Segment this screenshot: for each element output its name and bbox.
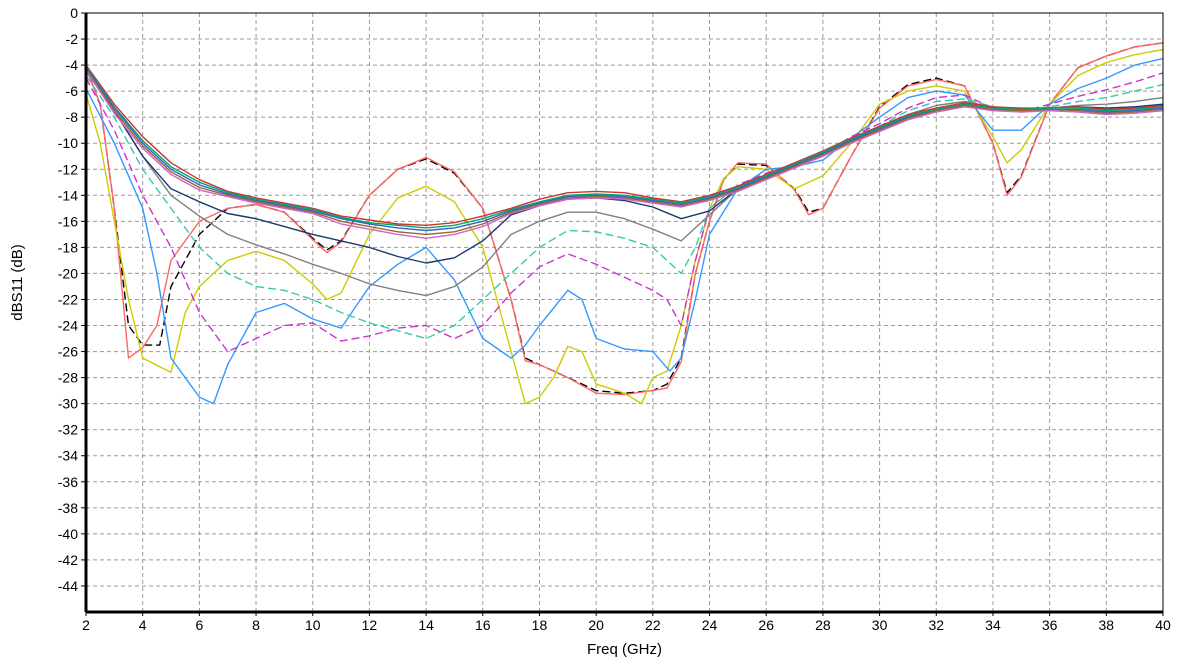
grid-lines	[86, 13, 1163, 612]
y-tick-label: -6	[66, 83, 79, 99]
x-tick-label: 34	[985, 617, 1001, 633]
x-axis-label: Freq (GHz)	[587, 641, 662, 658]
y-tick-label: -34	[58, 448, 78, 464]
y-axis-label: dBS11 (dB)	[9, 244, 26, 320]
x-tick-label: 28	[815, 617, 831, 633]
y-tick-label: -36	[58, 474, 78, 490]
x-tick-label: 26	[758, 617, 774, 633]
y-tick-label: 0	[70, 5, 78, 21]
x-tick-label: 6	[195, 617, 203, 633]
series-line-2	[85, 42, 1164, 396]
y-tick-label: -12	[58, 161, 78, 177]
axes	[84, 13, 1163, 614]
y-tick-label: -18	[58, 239, 78, 255]
y-tick-labels: 0 -2 -4 -6 -8 -10 -12 -14 -16 -18 -20 -22 -24 -26 -28 -…	[58, 5, 86, 594]
series-line-6	[85, 75, 1164, 340]
x-tick-label: 30	[872, 617, 888, 633]
y-tick-label: -44	[58, 578, 78, 594]
x-tick-label: 14	[418, 617, 434, 633]
y-tick-label: -38	[58, 500, 78, 516]
x-tick-label: 18	[532, 617, 548, 633]
x-tick-label: 2	[82, 617, 90, 633]
y-tick-label: -16	[58, 213, 78, 229]
series-group	[85, 42, 1164, 405]
series-line-5	[85, 72, 1164, 353]
series-line-13	[85, 69, 1164, 239]
x-tick-label: 8	[252, 617, 260, 633]
y-tick-label: -4	[66, 57, 79, 73]
x-tick-label: 38	[1099, 617, 1115, 633]
y-tick-label: -22	[58, 291, 78, 307]
y-tick-label: -30	[58, 396, 78, 412]
y-tick-label: -32	[58, 422, 78, 438]
y-tick-label: -14	[58, 187, 78, 203]
x-tick-label: 36	[1042, 617, 1058, 633]
y-tick-label: -40	[58, 526, 78, 542]
series-line-3	[85, 48, 1164, 405]
series-line-7	[85, 71, 1164, 297]
y-tick-label: -24	[58, 318, 78, 334]
x-tick-label: 22	[645, 617, 661, 633]
y-tick-label: -8	[66, 109, 79, 125]
x-tick-label: 20	[588, 617, 604, 633]
x-tick-label: 40	[1155, 617, 1171, 633]
series-line-8	[85, 68, 1164, 264]
series-line-9	[85, 64, 1164, 226]
x-tick-label: 24	[702, 617, 718, 633]
y-tick-label: -20	[58, 265, 78, 281]
x-tick-label: 4	[139, 617, 147, 633]
x-tick-labels: 2 4 6 8 10 12 14 16 18 20 22 24 26 28 30 32 34 36 38 40	[82, 612, 1171, 633]
y-tick-label: -26	[58, 344, 78, 360]
y-tick-label: -10	[58, 135, 78, 151]
series-line-12	[85, 68, 1164, 236]
series-line-10	[85, 65, 1164, 229]
plot-frame	[85, 12, 1164, 613]
y-tick-label: -28	[58, 370, 78, 386]
x-tick-label: 10	[305, 617, 321, 633]
x-tick-label: 12	[362, 617, 378, 633]
x-tick-label: 32	[928, 617, 944, 633]
y-tick-label: -42	[58, 552, 78, 568]
y-tick-label: -2	[66, 31, 79, 47]
x-tick-label: 16	[475, 617, 491, 633]
